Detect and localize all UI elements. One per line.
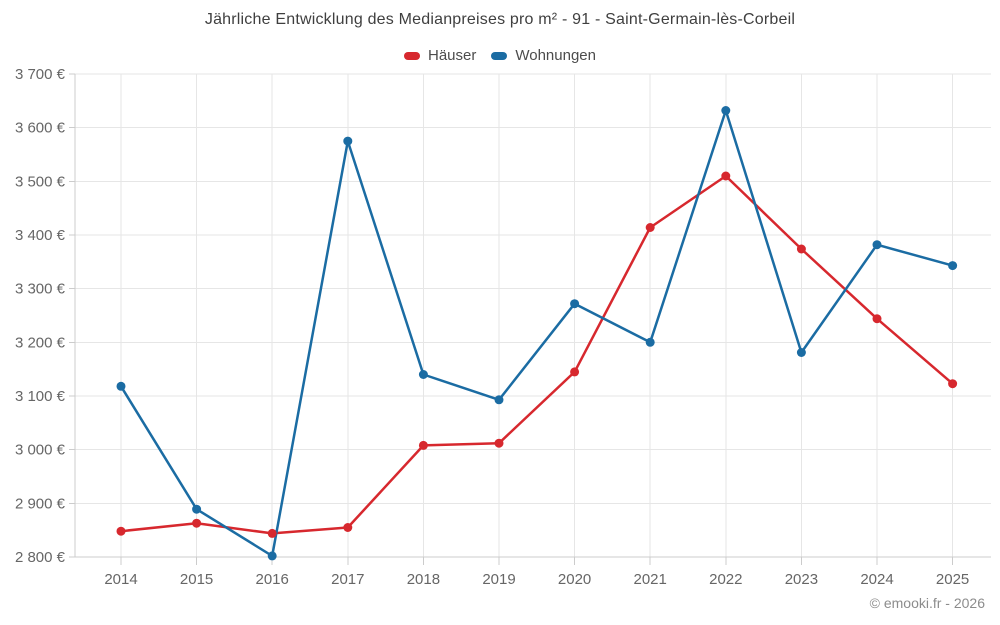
legend-label-wohnungen: Wohnungen xyxy=(515,47,596,64)
data-point-wohnungen-2016[interactable] xyxy=(267,551,277,561)
data-point-häuser-2022[interactable] xyxy=(721,171,731,181)
x-axis-label: 2017 xyxy=(331,571,364,588)
y-axis-label: 2 900 € xyxy=(15,495,66,512)
data-point-wohnungen-2018[interactable] xyxy=(418,370,428,379)
data-point-wohnungen-2017[interactable] xyxy=(343,136,353,146)
y-axis-label: 3 300 € xyxy=(15,281,66,298)
data-point-wohnungen-2022[interactable] xyxy=(721,106,731,115)
markers-wohnungen xyxy=(116,106,958,561)
x-axis-label: 2022 xyxy=(709,571,742,588)
x-axis-label: 2024 xyxy=(860,571,893,588)
data-point-wohnungen-2024[interactable] xyxy=(872,240,882,250)
data-point-wohnungen-2025[interactable] xyxy=(948,261,958,271)
data-point-wohnungen-2015[interactable] xyxy=(192,504,202,514)
y-axis-label: 3 000 € xyxy=(15,442,66,459)
chart-legend: Häuser Wohnungen xyxy=(0,47,1000,64)
x-axis-label: 2016 xyxy=(256,571,289,588)
gridlines xyxy=(75,73,991,558)
y-axis-label: 3 200 € xyxy=(15,334,66,351)
data-point-häuser-2016[interactable] xyxy=(267,528,277,538)
data-point-häuser-2021[interactable] xyxy=(645,223,655,232)
data-point-häuser-2015[interactable] xyxy=(192,518,202,528)
legend-item-wohnungen[interactable]: Wohnungen xyxy=(491,47,596,64)
data-point-wohnungen-2021[interactable] xyxy=(645,337,655,347)
data-point-wohnungen-2014[interactable] xyxy=(116,381,126,391)
data-point-häuser-2014[interactable] xyxy=(116,526,126,536)
series-line-wohnungen xyxy=(119,109,954,558)
copyright-credit: © emooki.fr - 2026 xyxy=(869,595,985,611)
legend-label-hauser: Häuser xyxy=(428,47,477,64)
wohnungen-series-swatch-icon xyxy=(491,51,508,60)
x-axis-label: 2020 xyxy=(558,571,591,588)
series-line-häuser xyxy=(119,174,954,535)
data-point-häuser-2024[interactable] xyxy=(872,314,882,324)
series-häuser xyxy=(119,174,954,535)
data-point-häuser-2018[interactable] xyxy=(418,440,428,450)
x-axis-label: 2014 xyxy=(104,571,137,588)
hauser-series-swatch-icon xyxy=(404,51,420,60)
x-axis-label: 2018 xyxy=(407,571,440,588)
y-axis-label: 3 600 € xyxy=(15,120,66,137)
data-point-häuser-2017[interactable] xyxy=(343,523,353,532)
axes xyxy=(69,73,991,565)
y-axis-label: 3 400 € xyxy=(15,227,66,244)
y-axis-label: 3 700 € xyxy=(15,66,66,83)
x-axis-label: 2023 xyxy=(785,571,818,588)
legend-item-hauser[interactable]: Häuser xyxy=(404,47,476,64)
data-point-häuser-2020[interactable] xyxy=(570,367,580,377)
series-wohnungen xyxy=(119,109,954,558)
data-point-häuser-2019[interactable] xyxy=(494,438,504,448)
data-point-häuser-2023[interactable] xyxy=(796,244,806,254)
data-point-wohnungen-2023[interactable] xyxy=(796,348,806,357)
chart-title: Jährliche Entwicklung des Medianpreises … xyxy=(204,11,796,28)
y-axis-labels: 2 800 € 2 900 € 3 000 € 3 100 € 3 200 € 3 300… xyxy=(15,66,66,566)
markers-häuser xyxy=(116,171,958,538)
data-point-häuser-2025[interactable] xyxy=(948,379,958,389)
data-point-wohnungen-2019[interactable] xyxy=(494,395,504,405)
x-axis-label: 2019 xyxy=(482,571,515,588)
data-point-wohnungen-2020[interactable] xyxy=(570,299,580,309)
x-axis-label: 2021 xyxy=(634,571,667,588)
y-axis-label: 2 800 € xyxy=(15,549,66,566)
x-axis-label: 2025 xyxy=(936,571,969,588)
y-axis-label: 3 500 € xyxy=(15,173,66,190)
x-axis-labels: 2014 2015 2016 2017 2018 2019 2020 2021 2022 2023… xyxy=(104,571,969,588)
x-axis-label: 2015 xyxy=(180,571,213,588)
y-axis-label: 3 100 € xyxy=(15,388,66,405)
